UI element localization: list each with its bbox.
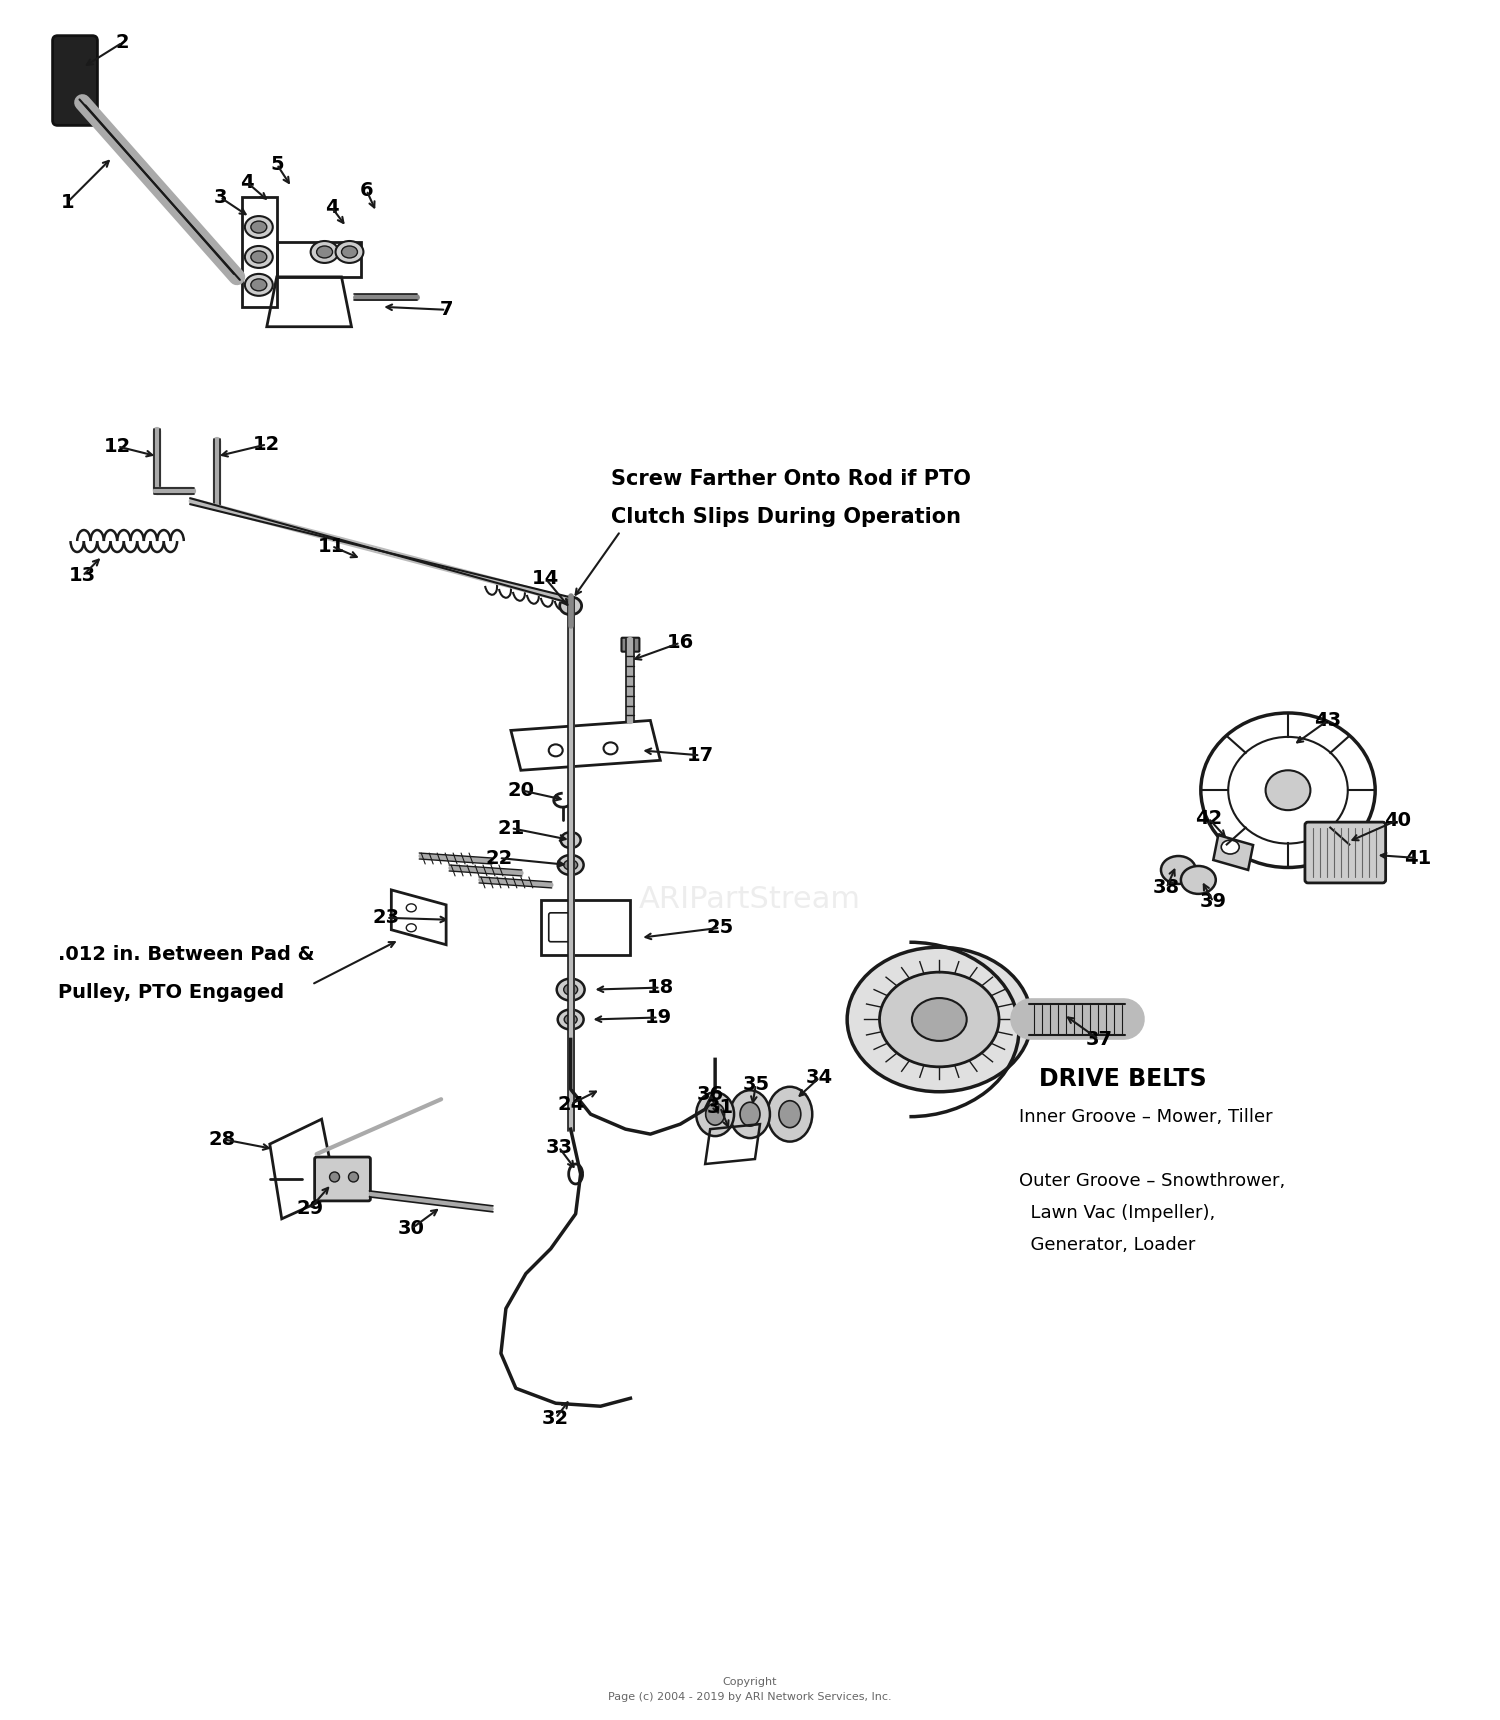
Ellipse shape	[251, 222, 267, 232]
Text: 24: 24	[556, 1094, 585, 1115]
Ellipse shape	[705, 1103, 724, 1125]
Ellipse shape	[560, 597, 582, 614]
Text: 18: 18	[646, 979, 674, 998]
Text: 31: 31	[706, 1097, 734, 1116]
Text: DRIVE BELTS: DRIVE BELTS	[1040, 1068, 1206, 1090]
Ellipse shape	[406, 924, 416, 932]
Text: 12: 12	[254, 435, 280, 454]
Text: 6: 6	[360, 181, 374, 200]
Text: 4: 4	[240, 172, 254, 191]
Ellipse shape	[330, 1171, 339, 1182]
Ellipse shape	[549, 745, 562, 757]
Text: Pulley, PTO Engaged: Pulley, PTO Engaged	[57, 984, 284, 1003]
Ellipse shape	[564, 1015, 578, 1025]
Text: 38: 38	[1154, 879, 1180, 898]
Text: 34: 34	[806, 1068, 834, 1087]
Ellipse shape	[244, 217, 273, 237]
Ellipse shape	[336, 241, 363, 263]
Ellipse shape	[730, 1090, 770, 1139]
Ellipse shape	[558, 1010, 584, 1030]
Text: Screw Farther Onto Rod if PTO: Screw Farther Onto Rod if PTO	[610, 470, 970, 488]
Ellipse shape	[768, 1087, 813, 1142]
Text: .012 in. Between Pad &: .012 in. Between Pad &	[57, 946, 314, 965]
Text: 33: 33	[544, 1137, 572, 1156]
Ellipse shape	[244, 246, 273, 268]
Text: 4: 4	[324, 198, 339, 217]
Text: 22: 22	[486, 848, 513, 867]
Text: 12: 12	[104, 437, 130, 456]
Text: Clutch Slips During Operation: Clutch Slips During Operation	[610, 507, 960, 526]
Ellipse shape	[564, 984, 578, 996]
Text: 14: 14	[532, 569, 560, 588]
Text: 11: 11	[318, 537, 345, 556]
Text: 25: 25	[706, 918, 734, 937]
Text: 40: 40	[1384, 810, 1411, 829]
Text: Outer Groove – Snowthrower,: Outer Groove – Snowthrower,	[1019, 1171, 1286, 1190]
Text: 39: 39	[1200, 893, 1227, 912]
Text: 37: 37	[1084, 1030, 1112, 1049]
Text: 43: 43	[1314, 710, 1341, 729]
Ellipse shape	[740, 1103, 760, 1127]
Text: 30: 30	[398, 1219, 424, 1238]
Ellipse shape	[603, 743, 618, 755]
Text: 2: 2	[116, 33, 129, 52]
Text: 1: 1	[60, 193, 75, 212]
Text: 3: 3	[213, 187, 226, 206]
Text: 28: 28	[209, 1130, 236, 1149]
Ellipse shape	[1180, 865, 1216, 894]
Text: 13: 13	[69, 566, 96, 585]
Ellipse shape	[310, 241, 339, 263]
Text: ARIPartStream: ARIPartStream	[639, 886, 861, 915]
Ellipse shape	[879, 972, 999, 1066]
Ellipse shape	[251, 279, 267, 291]
Polygon shape	[1214, 836, 1252, 870]
Text: 21: 21	[498, 819, 525, 838]
Text: Lawn Vac (Impeller),: Lawn Vac (Impeller),	[1019, 1204, 1215, 1221]
Ellipse shape	[316, 246, 333, 258]
FancyBboxPatch shape	[53, 36, 98, 126]
Ellipse shape	[244, 273, 273, 296]
Text: 17: 17	[687, 746, 714, 765]
Ellipse shape	[558, 855, 584, 875]
Ellipse shape	[348, 1171, 358, 1182]
Text: 29: 29	[296, 1199, 322, 1218]
Ellipse shape	[912, 998, 966, 1041]
Text: 35: 35	[742, 1075, 770, 1094]
Text: Inner Groove – Mower, Tiller: Inner Groove – Mower, Tiller	[1019, 1108, 1272, 1127]
Ellipse shape	[778, 1101, 801, 1128]
Ellipse shape	[847, 948, 1032, 1092]
Ellipse shape	[406, 903, 416, 912]
Text: 32: 32	[542, 1409, 570, 1428]
Ellipse shape	[561, 832, 580, 848]
Ellipse shape	[556, 979, 585, 1001]
Ellipse shape	[1266, 771, 1311, 810]
Text: 16: 16	[666, 633, 694, 652]
Text: 5: 5	[270, 155, 284, 174]
Text: 23: 23	[374, 908, 400, 927]
Ellipse shape	[342, 246, 357, 258]
Text: 41: 41	[1404, 848, 1431, 867]
Text: 7: 7	[440, 301, 453, 320]
Ellipse shape	[696, 1092, 734, 1137]
FancyBboxPatch shape	[315, 1158, 370, 1201]
Text: 19: 19	[645, 1008, 672, 1027]
Ellipse shape	[1221, 839, 1239, 855]
Text: Copyright: Copyright	[723, 1677, 777, 1687]
Text: Page (c) 2004 - 2019 by ARI Network Services, Inc.: Page (c) 2004 - 2019 by ARI Network Serv…	[608, 1692, 892, 1703]
FancyBboxPatch shape	[621, 638, 639, 652]
Ellipse shape	[564, 860, 578, 870]
FancyBboxPatch shape	[549, 913, 573, 943]
Ellipse shape	[251, 251, 267, 263]
Text: 42: 42	[1194, 808, 1222, 827]
Ellipse shape	[1161, 857, 1196, 884]
FancyBboxPatch shape	[1305, 822, 1386, 882]
Text: Generator, Loader: Generator, Loader	[1019, 1235, 1196, 1254]
Text: 36: 36	[696, 1085, 723, 1104]
Text: 20: 20	[507, 781, 534, 800]
